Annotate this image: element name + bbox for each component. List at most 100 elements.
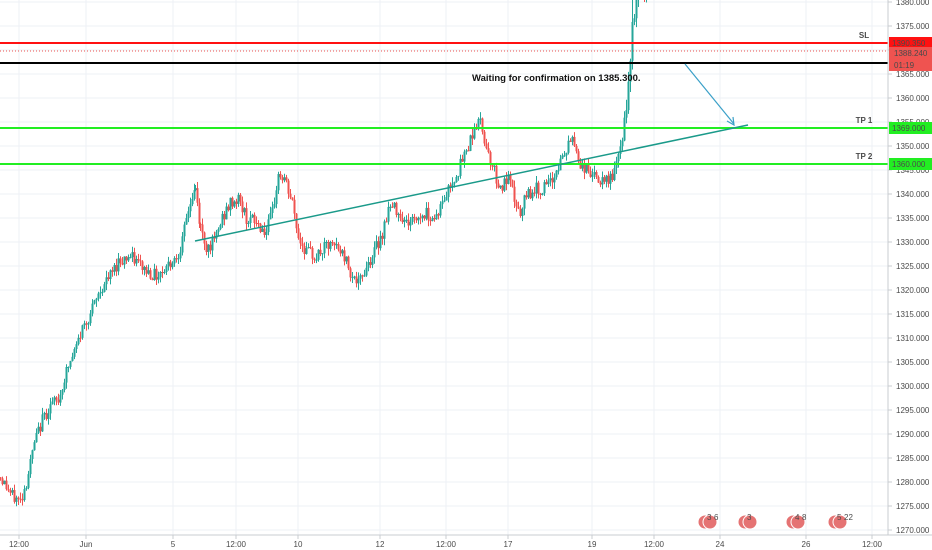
candle-body [493,165,496,167]
trendline-layer[interactable] [194,63,749,242]
candle-body [271,207,274,213]
candle-body [121,263,124,265]
candle-body [257,223,260,225]
y-tick-label: 1375.000 [896,22,930,31]
event-count: 3 [747,513,752,522]
price-badges: 1390.3501385.3001369.0001360.0001388.240… [889,37,932,170]
candle-body [379,235,382,249]
candle-body [21,499,24,501]
event-count: 4 [795,513,800,522]
x-axis[interactable]: 12:00 Jun 5 12:00 10 12 12:00 17 19 12:00 24 26 12:0… [9,535,883,549]
candle-body [293,199,296,214]
event-count: 5 [837,513,842,522]
y-tick-label: 1280.000 [896,478,930,487]
candle-body [313,258,316,261]
candle-body [153,268,156,281]
candle-body [327,241,330,249]
candle-body [201,224,204,233]
candle-body [243,208,246,213]
candle-body [43,412,46,415]
candle-body [361,275,364,277]
candle-body [533,192,536,194]
candle-body [223,213,226,220]
candle-body [365,267,368,276]
candle-body [115,265,118,272]
candle-body [519,208,522,217]
x-tick-label: 12:00 [644,540,665,549]
candle-body [83,323,86,326]
event-count-secondary: 6 [714,513,719,522]
candle-body [3,480,6,485]
event-count-secondary: 8 [802,513,807,522]
candle-body [253,214,256,224]
candle-body [71,356,74,361]
candle-body [343,250,346,262]
event-badge[interactable]: 5 22 [827,513,853,530]
candle-body [381,235,384,239]
event-flag-icon [742,514,758,530]
candle-body [261,228,264,232]
candle-body [549,178,552,181]
candle-body [465,150,468,152]
candle-body [383,221,386,239]
candle-body [209,244,212,251]
candle-body [203,232,206,244]
candle-body [239,194,242,202]
grid [0,0,888,535]
candle-body [445,197,448,201]
candle-body [67,366,70,368]
candle-body [11,490,14,493]
candle-body [281,177,284,181]
candle-body [187,211,190,219]
candle-body [455,176,458,183]
event-flag-icon [702,514,718,530]
event-badge[interactable]: 3 [737,513,758,530]
candle-body [501,185,504,191]
candle-body [401,218,404,222]
candle-body [65,367,68,383]
candle-body [119,258,122,264]
candle-body [611,173,614,181]
candle-body [373,247,376,258]
y-tick-label: 1335.000 [896,214,930,223]
candle-body [159,272,162,278]
y-axis[interactable]: 1270.000 1275.000 1280.000 1285.000 1290.000… [888,0,930,535]
candle-body [439,204,442,216]
candle-body [605,175,608,182]
candle-body [421,215,424,218]
candle-body [51,401,54,405]
candle-body [539,193,542,195]
y-tick-label: 1380.000 [896,0,930,7]
y-tick-label: 1345.000 [896,166,930,175]
candle-body [137,258,140,261]
x-tick-label: 12:00 [9,540,30,549]
candle-body [429,220,432,222]
event-badges[interactable]: 3 6 3 4 8 5 22 [697,513,853,530]
candle-body [587,163,590,171]
candle-body [127,257,130,261]
event-flag-icon [790,514,806,530]
candle-body [35,432,38,443]
candle-body [285,177,288,181]
candle-body [389,206,392,208]
projection-arrow[interactable] [684,63,735,125]
candle-body [347,256,350,269]
candle-body [561,155,564,159]
candle-body [457,175,460,177]
candle-body [73,349,76,357]
candle-body [163,271,166,273]
candle-body [521,208,524,217]
candle-body [341,250,344,254]
candle-body [583,163,586,173]
x-tick-label: 5 [171,540,176,549]
candle-body [423,215,426,219]
candle-body [85,323,88,325]
candle-body [433,218,436,220]
trendline[interactable] [194,124,749,242]
candle-body [185,218,188,225]
candle-body [175,258,178,260]
level-price-text: 1360.000 [892,160,926,169]
